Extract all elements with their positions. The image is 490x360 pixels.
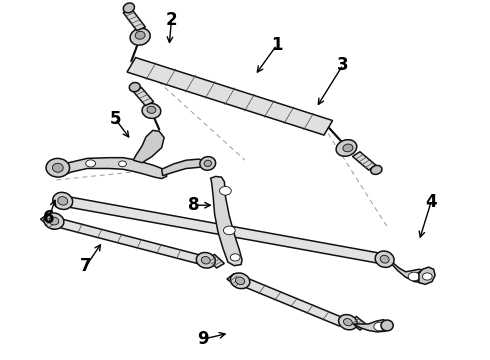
Polygon shape (211, 176, 242, 266)
Ellipse shape (49, 217, 59, 225)
Text: 2: 2 (166, 11, 177, 29)
Ellipse shape (44, 213, 64, 229)
Circle shape (374, 322, 386, 331)
Text: 8: 8 (188, 196, 199, 214)
Ellipse shape (204, 160, 212, 167)
Polygon shape (123, 9, 146, 31)
Ellipse shape (58, 197, 68, 205)
Ellipse shape (200, 157, 216, 170)
Text: 6: 6 (43, 209, 55, 227)
Text: 5: 5 (109, 110, 121, 128)
Ellipse shape (123, 3, 134, 13)
Ellipse shape (343, 144, 353, 152)
Polygon shape (41, 214, 60, 229)
Polygon shape (127, 58, 333, 135)
Circle shape (220, 186, 231, 195)
Ellipse shape (416, 271, 429, 283)
Ellipse shape (53, 192, 73, 210)
Circle shape (86, 160, 96, 167)
Polygon shape (58, 219, 200, 263)
Ellipse shape (142, 103, 161, 118)
Text: 9: 9 (197, 330, 209, 348)
Ellipse shape (375, 251, 394, 267)
Ellipse shape (130, 28, 150, 45)
Ellipse shape (196, 252, 215, 268)
Ellipse shape (381, 320, 393, 331)
Circle shape (119, 161, 126, 167)
Ellipse shape (147, 106, 156, 113)
Ellipse shape (343, 319, 352, 326)
Ellipse shape (339, 315, 357, 330)
Polygon shape (61, 196, 386, 264)
Ellipse shape (336, 140, 357, 156)
Text: 7: 7 (80, 257, 92, 275)
Circle shape (408, 272, 420, 281)
Polygon shape (162, 159, 206, 176)
Circle shape (223, 226, 235, 235)
Polygon shape (352, 152, 376, 170)
Polygon shape (353, 320, 390, 332)
Ellipse shape (370, 165, 382, 175)
Ellipse shape (129, 82, 140, 92)
Text: 1: 1 (271, 36, 283, 54)
Ellipse shape (380, 255, 389, 263)
Ellipse shape (46, 158, 70, 177)
Text: 4: 4 (425, 193, 437, 211)
Circle shape (422, 273, 432, 280)
Ellipse shape (52, 163, 63, 172)
Polygon shape (385, 257, 430, 283)
Polygon shape (63, 158, 167, 179)
Polygon shape (243, 279, 345, 326)
Polygon shape (207, 255, 224, 268)
Ellipse shape (236, 277, 245, 285)
Polygon shape (133, 130, 164, 163)
Polygon shape (419, 267, 435, 284)
Polygon shape (349, 316, 367, 330)
Polygon shape (227, 274, 246, 288)
Text: 3: 3 (337, 56, 349, 74)
Ellipse shape (230, 273, 250, 289)
Ellipse shape (201, 257, 210, 264)
Circle shape (230, 254, 240, 261)
Ellipse shape (135, 31, 145, 39)
Polygon shape (133, 87, 153, 105)
